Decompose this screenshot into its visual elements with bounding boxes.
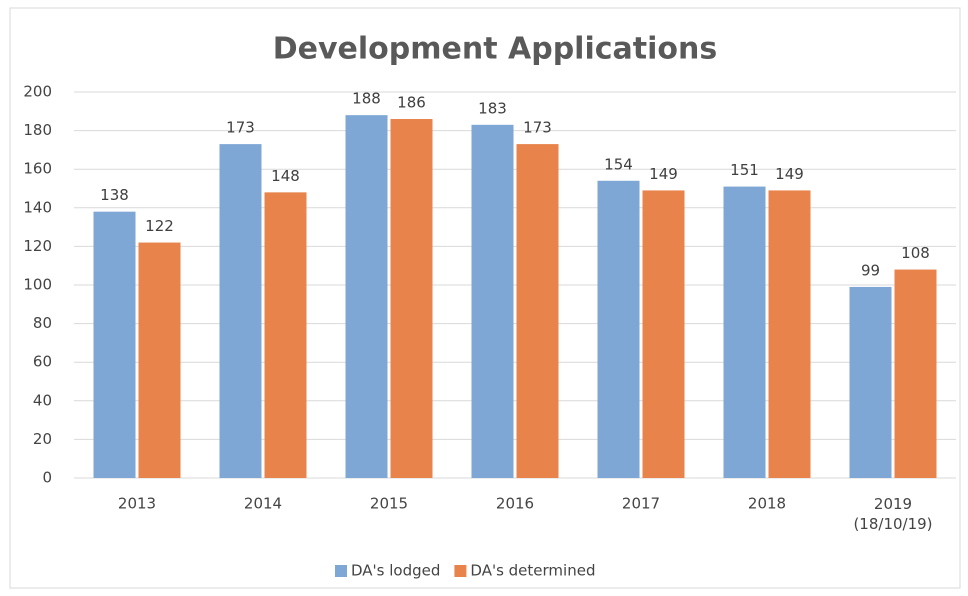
value-label: 149 — [775, 165, 804, 183]
bar — [849, 286, 892, 478]
x-tick-label: 2016 — [496, 495, 534, 513]
bar — [642, 190, 685, 478]
value-label: 188 — [352, 90, 381, 108]
bar — [390, 119, 433, 479]
value-label: 148 — [271, 167, 300, 185]
value-label: 186 — [397, 94, 426, 112]
y-tick-label: 160 — [23, 160, 52, 178]
value-label: 108 — [901, 244, 930, 262]
y-tick-label: 80 — [33, 314, 52, 332]
y-tick-label: 200 — [23, 83, 52, 101]
bar — [345, 115, 388, 478]
y-tick-label: 0 — [42, 469, 52, 487]
x-tick-label: 2018 — [748, 495, 786, 513]
bar — [723, 186, 766, 478]
x-tick-label: 2013 — [118, 495, 156, 513]
legend-label: DA's determined — [470, 562, 595, 580]
x-tick-label: 2014 — [244, 495, 282, 513]
chart-title: Development Applications — [273, 32, 717, 67]
bar — [768, 190, 811, 478]
bar — [516, 144, 559, 479]
value-label: 151 — [730, 161, 759, 179]
bar — [894, 269, 937, 478]
y-tick-label: 180 — [23, 121, 52, 139]
x-tick-label: 2015 — [370, 495, 408, 513]
legend-swatch — [335, 565, 347, 577]
bar — [264, 192, 307, 479]
y-tick-label: 100 — [23, 276, 52, 294]
bar — [93, 211, 136, 478]
legend-swatch — [454, 565, 467, 577]
y-tick-label: 60 — [33, 353, 52, 371]
value-label: 173 — [523, 119, 552, 137]
value-label: 154 — [604, 155, 633, 173]
legend-label: DA's lodged — [351, 562, 440, 580]
x-tick-label: 2017 — [622, 495, 660, 513]
bar — [219, 144, 262, 479]
value-label: 149 — [649, 165, 678, 183]
x-tick-label: 2019 (18/10/19) — [853, 495, 932, 533]
value-label: 122 — [145, 217, 174, 235]
y-tick-label: 120 — [23, 237, 52, 255]
y-tick-label: 40 — [33, 391, 52, 409]
y-tick-label: 140 — [23, 198, 52, 216]
value-label: 183 — [478, 99, 507, 117]
bar — [471, 124, 514, 478]
bar — [597, 180, 640, 478]
bar — [138, 242, 181, 478]
value-label: 99 — [861, 261, 880, 279]
value-label: 173 — [226, 119, 255, 137]
y-tick-label: 20 — [33, 430, 52, 448]
value-label: 138 — [100, 186, 129, 204]
